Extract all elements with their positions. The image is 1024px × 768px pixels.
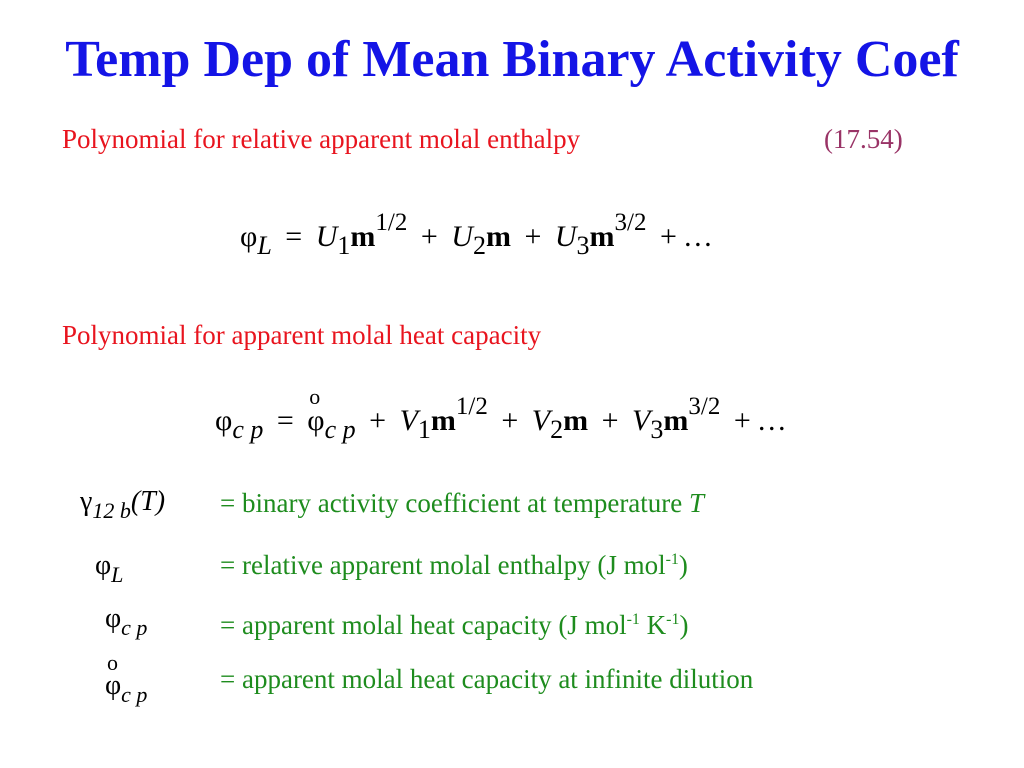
plus-sign: +: [501, 404, 519, 437]
gamma-subscript: 12 b: [92, 498, 131, 523]
definition-text-gamma: = binary activity coefficient at tempera…: [220, 488, 705, 518]
coef-u1: U: [315, 220, 338, 253]
phi-symbol: φ: [215, 404, 233, 437]
definition-text-phi-cp-zero: = apparent molal heat capacity at infini…: [220, 664, 754, 694]
coef-u3: U: [554, 220, 577, 253]
coef-v3: V: [632, 404, 651, 437]
equals-sign: =: [285, 220, 303, 253]
definition-text-phi-l: = relative apparent molal enthalpy (J mo…: [220, 550, 688, 580]
molality-m: m: [430, 404, 456, 437]
molality-m: m: [485, 220, 511, 253]
coef-v1: V: [399, 404, 418, 437]
molality-m: m: [589, 220, 615, 253]
section-heading-heat-capacity: Polynomial for apparent molal heat capac…: [62, 320, 542, 350]
coef-u1-subscript: 1: [337, 231, 351, 260]
exponent-three-halves: 3/2: [614, 209, 647, 236]
equals-sign: =: [276, 404, 294, 437]
molality-m: m: [663, 404, 689, 437]
exponent-three-halves: 3/2: [688, 393, 721, 420]
ellipsis: …: [756, 404, 787, 437]
phi-symbol: φ: [240, 220, 258, 253]
phi-subscript: c p: [324, 415, 356, 444]
molality-m: m: [350, 220, 376, 253]
plus-sign: +: [369, 404, 387, 437]
exponent-half: 1/2: [455, 393, 488, 420]
molality-m: m: [563, 404, 589, 437]
phi-subscript: c p: [232, 415, 264, 444]
definition-symbol-phi-cp: φc p: [105, 603, 148, 640]
plus-sign: +: [524, 220, 542, 253]
plus-sign: +: [601, 404, 619, 437]
ellipsis: …: [682, 220, 713, 253]
definition-text-phi-cp: = apparent molal heat capacity (J mol-1 …: [220, 610, 689, 640]
definition-symbol-gamma: γ12 b(T): [80, 486, 166, 523]
coef-v2-subscript: 2: [550, 415, 564, 444]
coef-v3-subscript: 3: [650, 415, 664, 444]
enthalpy-polynomial-equation: φL = U1m1/2 + U2m + U3m3/2 +…: [240, 210, 713, 259]
equation-number: (17.54): [824, 124, 903, 154]
definition-symbol-phi-l: φL: [95, 550, 124, 587]
section-heading-enthalpy: Polynomial for relative apparent molal e…: [62, 124, 581, 154]
coef-u3-subscript: 3: [576, 231, 590, 260]
plus-sign: +: [420, 220, 438, 253]
gamma-argument: (T): [130, 486, 166, 517]
coef-v2: V: [531, 404, 551, 437]
phi-symbol: φ: [307, 404, 325, 437]
slide-title: Temp Dep of Mean Binary Activity Coef: [65, 31, 959, 88]
coef-u2-subscript: 2: [472, 231, 486, 260]
coef-v1-subscript: 1: [417, 415, 431, 444]
coef-u2: U: [451, 220, 473, 253]
plus-sign: +: [659, 220, 677, 253]
superscript-zero: o: [309, 384, 321, 409]
phi-subscript: L: [257, 231, 272, 260]
exponent-half: 1/2: [375, 209, 408, 236]
plus-sign: +: [733, 404, 751, 437]
